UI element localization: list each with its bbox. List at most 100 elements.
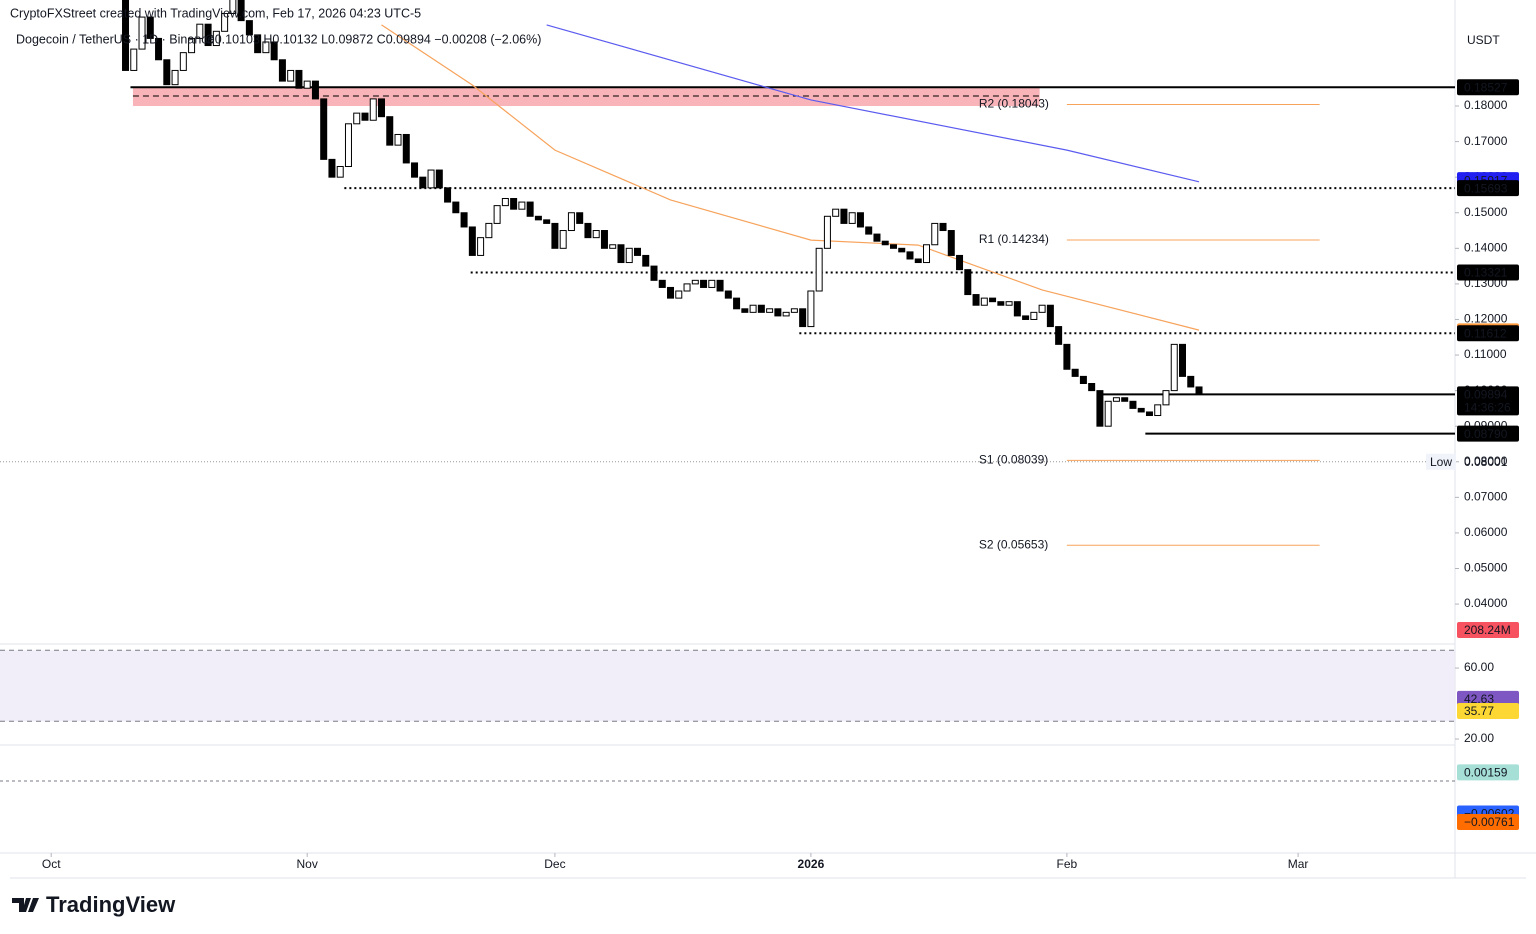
x-tick-label: Mar <box>1288 857 1309 871</box>
candle <box>774 308 782 317</box>
price-tag-label: 0.18527 <box>1464 80 1508 94</box>
candle <box>832 208 840 217</box>
candle <box>625 247 633 264</box>
price-tag-label-box <box>1457 325 1519 342</box>
candle <box>1104 400 1112 427</box>
candle <box>369 98 377 121</box>
candle <box>683 283 691 292</box>
candle <box>609 244 617 249</box>
candle <box>501 198 509 207</box>
candle <box>510 198 518 210</box>
y-tick-label: 0.06000 <box>1464 525 1508 539</box>
low-tag: Low 0.08001 <box>1426 453 1508 470</box>
candle <box>427 169 435 189</box>
candle <box>584 222 592 239</box>
symbol: Dogecoin / TetherUS · 1D · Binance <box>16 32 215 46</box>
candle <box>906 251 914 260</box>
candle <box>997 301 1005 306</box>
candle <box>889 244 897 249</box>
candle <box>419 176 427 189</box>
candle <box>485 222 493 239</box>
macd-tag: 0.00159 <box>1457 764 1519 781</box>
candle <box>980 297 988 306</box>
candle <box>741 308 749 313</box>
resistance-zone <box>132 87 1040 107</box>
candle <box>865 226 873 235</box>
candle <box>947 230 955 256</box>
candle <box>394 133 402 146</box>
candle <box>956 254 964 271</box>
candle <box>658 279 666 288</box>
candle <box>262 41 270 54</box>
candle <box>146 16 154 39</box>
price-tag-label-box <box>1457 425 1519 442</box>
candle <box>815 247 823 292</box>
last-price-label: 0.09894 <box>1464 388 1508 402</box>
overlay: 0.180000.170000.160000.150000.140000.130… <box>0 79 1519 871</box>
rsi-tag-label-box <box>1457 690 1519 707</box>
candle <box>204 23 212 47</box>
candle <box>526 201 534 217</box>
y-tick-label: 0.08000 <box>1464 454 1508 468</box>
candle <box>799 308 807 328</box>
candle <box>600 230 608 249</box>
candle <box>229 0 237 15</box>
y-tick-label: 0.15000 <box>1464 205 1508 219</box>
volume-tag-box <box>1457 622 1519 638</box>
candle <box>179 52 187 71</box>
rsi-tag: 42.63 <box>1457 690 1519 707</box>
candle <box>1005 301 1013 306</box>
candle <box>898 247 906 253</box>
candle <box>749 304 757 313</box>
candle <box>245 20 253 36</box>
y-tick-label: 0.04000 <box>1464 596 1508 610</box>
rsi-tag-label: 35.77 <box>1464 704 1494 718</box>
candle <box>1178 343 1186 377</box>
price-tag-label: 0.15693 <box>1464 181 1508 195</box>
candle <box>320 98 328 160</box>
price-tag-label-box <box>1457 180 1519 197</box>
moving-average <box>381 24 1200 331</box>
candle <box>708 279 716 288</box>
moving-average <box>546 24 1200 183</box>
y-tick-label: 0.17000 <box>1464 134 1508 148</box>
macd-tag: −0.00761 <box>1457 814 1519 831</box>
candle <box>138 16 146 50</box>
candle <box>633 247 641 256</box>
candle <box>171 69 179 86</box>
candle <box>1195 386 1203 395</box>
rsi-tag-label: 42.63 <box>1464 692 1494 706</box>
candle <box>122 0 130 71</box>
macd-tag-label: 0.00159 <box>1464 766 1508 780</box>
candle <box>1170 343 1178 392</box>
candle <box>270 41 278 61</box>
candle <box>1071 368 1079 377</box>
pivot-label: S2 (0.05653) <box>979 537 1048 551</box>
candle <box>477 237 485 256</box>
candle <box>807 290 815 328</box>
candle <box>534 215 542 221</box>
last-price-box <box>1457 386 1519 416</box>
candle <box>278 59 286 82</box>
candle <box>1112 397 1120 402</box>
rsi-tag: 35.77 <box>1457 703 1519 720</box>
candle <box>1046 304 1054 328</box>
candle <box>1154 404 1162 417</box>
macd-tag-label: −0.00761 <box>1464 815 1515 829</box>
candle <box>873 233 881 242</box>
low-prefix-box <box>1426 453 1456 470</box>
x-tick-label: Feb <box>1057 857 1078 871</box>
candle <box>311 80 319 100</box>
price-tag: 0.11612 <box>1457 325 1519 342</box>
candle <box>1063 343 1071 370</box>
candle <box>766 308 774 313</box>
candle <box>303 80 311 89</box>
price-tag-label: 0.11612 <box>1464 326 1507 340</box>
candle <box>757 304 765 313</box>
price-tag: 0.18527 <box>1457 79 1519 96</box>
candle <box>790 308 798 313</box>
candle <box>964 269 972 296</box>
candle <box>468 226 476 256</box>
